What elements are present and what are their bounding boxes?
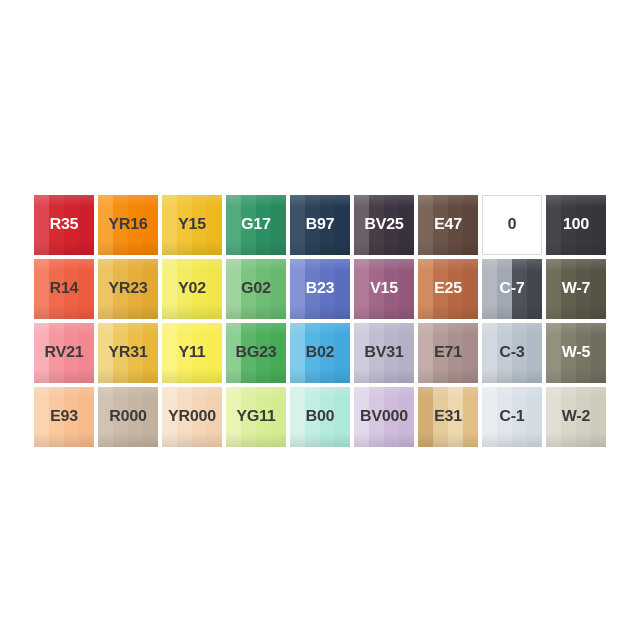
swatch-R000: R000 xyxy=(98,387,158,447)
swatch-label: B23 xyxy=(305,280,335,297)
swatch-label: G17 xyxy=(241,216,271,233)
swatch-label: C-7 xyxy=(499,280,525,297)
swatch-BG23: BG23 xyxy=(226,323,286,383)
swatch-E25: E25 xyxy=(418,259,478,319)
swatch-YR23: YR23 xyxy=(98,259,158,319)
swatch-YG11: YG11 xyxy=(226,387,286,447)
swatch-label: 100 xyxy=(562,216,590,233)
swatch-label: E71 xyxy=(434,344,462,361)
swatch-RV21: RV21 xyxy=(34,323,94,383)
swatch-label: BG23 xyxy=(235,344,277,361)
swatch-R14: R14 xyxy=(34,259,94,319)
swatch-YR000: YR000 xyxy=(162,387,222,447)
swatch-label: V15 xyxy=(370,280,398,297)
swatch-E71: E71 xyxy=(418,323,478,383)
swatch-label: Y11 xyxy=(178,344,206,361)
swatch-label: C-1 xyxy=(499,408,525,425)
swatch-label: YR31 xyxy=(108,344,148,361)
swatch-label: B00 xyxy=(305,408,335,425)
swatch-B97: B97 xyxy=(290,195,350,255)
swatch-label: Y15 xyxy=(178,216,206,233)
swatch-label: R14 xyxy=(49,280,79,297)
swatch-YR31: YR31 xyxy=(98,323,158,383)
swatch-label: YG11 xyxy=(236,408,276,425)
swatch-label: Y02 xyxy=(178,280,206,297)
marker-color-grid: R35 YR16 Y15 G17 B97 BV25 E47 0 100 R14 YR23 Y02 G02… xyxy=(34,195,606,447)
swatch-B00: B00 xyxy=(290,387,350,447)
swatch-label: BV000 xyxy=(360,408,408,425)
swatch-label: YR16 xyxy=(108,216,148,233)
swatch-G17: G17 xyxy=(226,195,286,255)
swatch-YR16: YR16 xyxy=(98,195,158,255)
swatch-C-1: C-1 xyxy=(482,387,542,447)
swatch-BV25: BV25 xyxy=(354,195,414,255)
swatch-E31: E31 xyxy=(418,387,478,447)
swatch-W-2: W-2 xyxy=(546,387,606,447)
swatch-label: R000 xyxy=(109,408,147,425)
swatch-label: W-5 xyxy=(561,344,591,361)
swatch-label: C-3 xyxy=(499,344,525,361)
swatch-C-7: C-7 xyxy=(482,259,542,319)
swatch-label: R35 xyxy=(49,216,79,233)
swatch-label: B97 xyxy=(305,216,335,233)
swatch-E47: E47 xyxy=(418,195,478,255)
swatch-label: G02 xyxy=(241,280,271,297)
swatch-label: W-7 xyxy=(561,280,591,297)
swatch-label: 0 xyxy=(507,216,517,233)
swatch-label: E25 xyxy=(434,280,462,297)
swatch-label: BV31 xyxy=(364,344,404,361)
swatch-label: W-2 xyxy=(561,408,591,425)
swatch-Y02: Y02 xyxy=(162,259,222,319)
swatch-Y11: Y11 xyxy=(162,323,222,383)
swatch-label: BV25 xyxy=(364,216,404,233)
swatch-B02: B02 xyxy=(290,323,350,383)
swatch-E93: E93 xyxy=(34,387,94,447)
swatch-V15: V15 xyxy=(354,259,414,319)
swatch-BV31: BV31 xyxy=(354,323,414,383)
swatch-100: 100 xyxy=(546,195,606,255)
swatch-R35: R35 xyxy=(34,195,94,255)
swatch-0: 0 xyxy=(482,195,542,255)
swatch-label: E31 xyxy=(434,408,462,425)
swatch-label: YR000 xyxy=(168,408,216,425)
swatch-BV000: BV000 xyxy=(354,387,414,447)
swatch-B23: B23 xyxy=(290,259,350,319)
swatch-W-5: W-5 xyxy=(546,323,606,383)
swatch-Y15: Y15 xyxy=(162,195,222,255)
swatch-label: YR23 xyxy=(108,280,148,297)
swatch-label: E93 xyxy=(50,408,78,425)
swatch-label: E47 xyxy=(434,216,462,233)
swatch-C-3: C-3 xyxy=(482,323,542,383)
swatch-G02: G02 xyxy=(226,259,286,319)
swatch-W-7: W-7 xyxy=(546,259,606,319)
swatch-label: RV21 xyxy=(44,344,84,361)
swatch-label: B02 xyxy=(305,344,335,361)
